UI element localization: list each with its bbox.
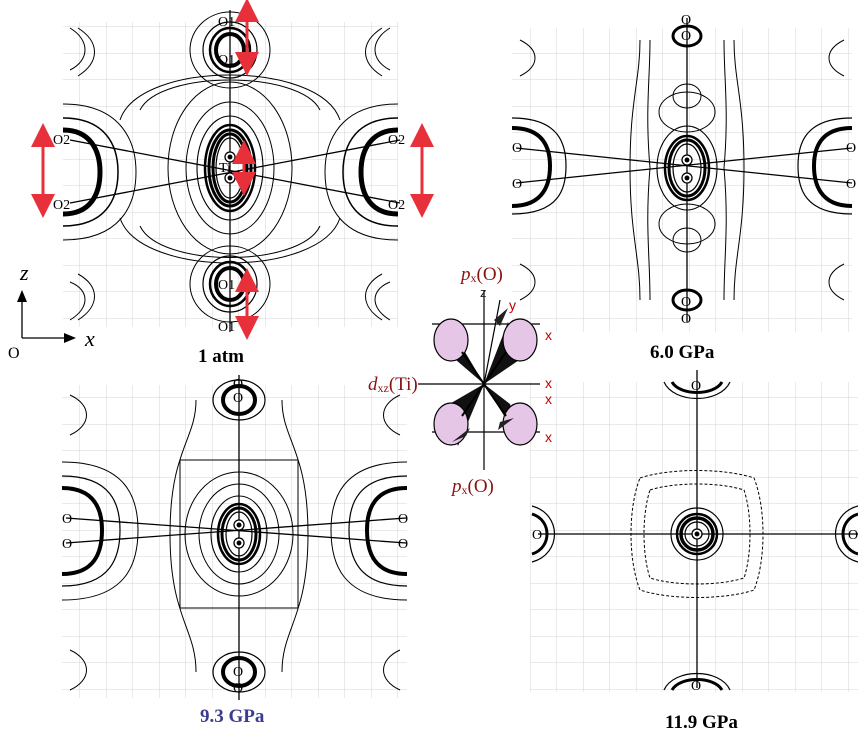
lobe-lower-right: [484, 384, 538, 446]
orbital-axis-x3: x: [545, 391, 552, 407]
p4-contours: [531, 381, 858, 691]
p3-label-right-lower: O: [398, 537, 408, 552]
p4-label-right: O: [848, 528, 858, 543]
p3-label-left-lower: O: [62, 537, 72, 552]
panel-11-9gpa: O O O O 11.9 GPa: [530, 370, 858, 732]
label-o2-left-upper: O2: [53, 133, 70, 148]
p2-label-left-lower: O: [512, 177, 522, 192]
p3-label-bottom-outer: O: [233, 681, 243, 696]
orbital-axis-y: y: [509, 297, 516, 313]
p3-contours: [61, 379, 408, 693]
orbital-axis-x4: x: [545, 429, 552, 445]
p2-label-bottom-outer: O: [681, 312, 691, 327]
p2-label-top-inner: O: [681, 29, 691, 44]
label-o1-bottom-outer: O1: [218, 320, 235, 335]
orbital-axis-z: z: [480, 285, 487, 300]
axis-z-label: z: [19, 260, 29, 285]
p4-label-top: O: [691, 379, 701, 394]
panel-9-3gpa: O O O O O O O O 9.3 GPa: [61, 375, 408, 727]
orbital-axis-x1: x: [545, 327, 552, 343]
label-o2-right-upper: O2: [388, 133, 405, 148]
label-o1-bottom-inner: O1: [218, 278, 235, 293]
label-o2-left-lower: O2: [53, 198, 70, 213]
p2-label-right-lower: O: [846, 177, 856, 192]
panel-1atm: O1 O1 O1 O1 O2 O2 O2 O2 Ti 1 atm: [31, 0, 434, 367]
label-o2-right-lower: O2: [388, 198, 405, 213]
p3-label-left-upper: O: [62, 512, 72, 527]
caption-11-9gpa: 11.9 GPa: [665, 712, 738, 732]
p2-label-right-upper: O: [846, 141, 856, 156]
axis-x-label: x: [84, 326, 95, 351]
p3-label-top-outer: O: [233, 377, 243, 392]
label-o1-top-outer: O1: [218, 15, 235, 30]
orbital-d-label: dxz(Ti): [368, 374, 418, 395]
label-o1-top-inner: O1: [218, 53, 235, 68]
panel-6gpa: O O O O O O O O 6.0 GPa: [511, 13, 856, 363]
p3-label-top-inner: O: [233, 391, 243, 406]
orbital-diagram: px(O) dxz(Ti) px(O) z y x x x x: [368, 264, 552, 497]
p2-label-left-upper: O: [512, 141, 522, 156]
label-ti: Ti: [219, 161, 231, 176]
orbital-p-top-label: px(O): [459, 264, 503, 285]
axis-indicator: z x O: [8, 260, 95, 362]
axis-origin-label: O: [8, 345, 20, 362]
lobe-upper-left: [433, 318, 484, 384]
p2-contours: [511, 24, 853, 312]
ti-contours: [119, 74, 341, 264]
o2-contours: [62, 103, 399, 241]
p4-label-bottom: O: [691, 679, 701, 694]
p2-label-top-outer: O: [681, 13, 691, 28]
p3-label-bottom-inner: O: [233, 665, 243, 680]
p2-label-bottom-inner: O: [681, 295, 691, 310]
lobe-upper-right: [484, 318, 538, 384]
orbital-axis-x2: x: [545, 375, 552, 391]
caption-1atm: 1 atm: [198, 346, 244, 367]
corner-contours: [69, 27, 391, 321]
orbital-p-bottom-label: px(O): [450, 476, 494, 497]
caption-6gpa: 6.0 GPa: [650, 342, 715, 363]
displacement-arrows: [31, 0, 434, 340]
p4-label-left: O: [532, 528, 542, 543]
p3-label-right-upper: O: [398, 512, 408, 527]
caption-9-3gpa: 9.3 GPa: [200, 706, 265, 727]
